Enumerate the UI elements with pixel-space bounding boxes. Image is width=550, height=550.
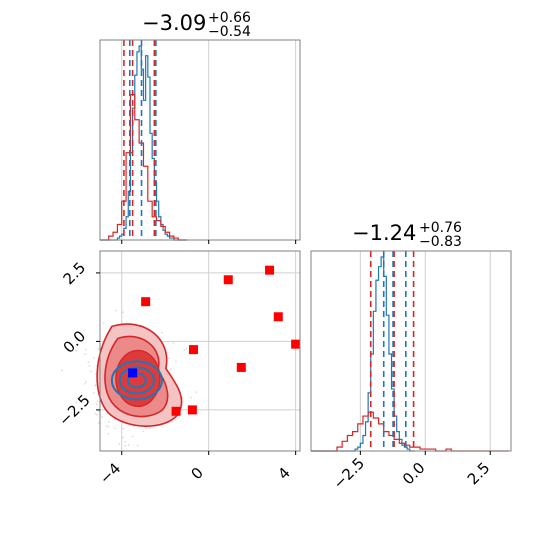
scatter-background-point [98, 410, 100, 413]
scatter-background-point [172, 341, 175, 344]
scatter-ytick-label: −2.5 [55, 391, 93, 429]
scatter-background-point [97, 421, 100, 424]
marker-blue [128, 368, 138, 378]
scatter-background-point [85, 380, 87, 383]
scatter-background-point [94, 412, 97, 415]
title-bottom-right-value: −1.24 [352, 221, 416, 245]
scatter-background-point [96, 400, 99, 403]
scatter-background-point [142, 430, 145, 432]
scatter-background-point [124, 444, 126, 447]
title-top-left-minus: −0.54 [208, 24, 251, 40]
scatter-background-point [167, 357, 170, 360]
contour-blue-middle [118, 366, 155, 395]
top-left-frame [99, 39, 301, 241]
scatter-background-point [185, 347, 188, 350]
scatter-background-point [105, 425, 108, 427]
scatter-background-point [122, 311, 125, 314]
scatter-background-point [107, 433, 110, 435]
scatter-background-point [132, 425, 135, 428]
scatter-background-point [95, 403, 98, 405]
scatter-background-point [107, 425, 110, 428]
scatter-background-point [92, 392, 95, 394]
scatter-xtick-label: 4 [274, 464, 293, 483]
scatter-background-point [75, 401, 78, 404]
scatter-xtick-label: −4 [96, 459, 124, 487]
marker-red [291, 339, 301, 349]
scatter-background-point [127, 444, 130, 447]
marker-red [141, 297, 151, 307]
title-top-left-value: −3.09 [142, 11, 206, 35]
scatter-background-point [190, 396, 192, 399]
scatter-background-point [148, 427, 151, 429]
marker-red [223, 275, 233, 285]
scatter-background-point [82, 336, 84, 339]
scatter-background-point [131, 435, 134, 438]
scatter-ytick-label: 0.0 [60, 327, 90, 357]
scatter-background-point [122, 436, 125, 439]
scatter-background-point [90, 370, 92, 373]
scatter-background-point [136, 444, 139, 447]
marker-red [236, 362, 246, 372]
scatter-background-point [92, 357, 95, 359]
title-top-left: −3.09 [142, 11, 206, 35]
marker-red [187, 405, 197, 415]
scatter-background-point [84, 348, 87, 351]
title-top-left-plus: +0.66 [208, 10, 251, 26]
marker-red [188, 345, 198, 355]
marker-red [171, 406, 181, 416]
scatter-background-point [88, 365, 91, 367]
scatter-background-point [96, 413, 98, 416]
top-left-hist-red [100, 93, 187, 241]
scatter-background-point [102, 322, 105, 325]
scatter-background-point [118, 443, 121, 445]
scatter-background-point [122, 427, 125, 430]
scatter-background-point [94, 384, 97, 387]
scatter-background-point [113, 427, 116, 430]
bottom-right-hist-red [311, 411, 509, 452]
scatter-background-point [175, 360, 177, 363]
scatter-background-point [87, 361, 90, 364]
marker-red [273, 312, 283, 322]
scatter-background-point [84, 352, 86, 355]
bottom-right-xtick-label: −2.5 [330, 454, 368, 492]
scatter-background-point [107, 420, 110, 423]
bottom-right-frame [310, 250, 512, 452]
scatter-background-point [83, 382, 86, 385]
title-bottom-right-plus: +0.76 [419, 220, 462, 236]
scatter-frame [99, 250, 301, 452]
title-bottom-right-minus: −0.83 [419, 234, 462, 250]
marker-red [265, 265, 275, 275]
scatter-background-point [61, 369, 63, 372]
scatter-background-point [97, 347, 100, 350]
contour-blue-outer [110, 360, 163, 401]
scatter-background-point [124, 440, 127, 443]
top-left-hist-blue [100, 45, 187, 241]
bottom-right-xtick-label: 2.5 [464, 459, 494, 489]
scatter-background-point [145, 427, 148, 430]
scatter-background-point [195, 391, 198, 394]
scatter-xtick-label: 0 [187, 464, 206, 483]
scatter-background-point [171, 421, 174, 423]
bottom-right-xtick-label: 0.0 [399, 459, 429, 489]
scatter-background-point [75, 349, 78, 352]
scatter-background-point [183, 349, 186, 352]
title-bottom-right: −1.24 [352, 221, 416, 245]
scatter-background-point [169, 368, 172, 371]
scatter-ytick-label: 2.5 [60, 259, 90, 289]
scatter-background-point [101, 416, 104, 418]
scatter-background-point [113, 418, 116, 421]
scatter-background-point [114, 309, 117, 312]
scatter-background-point [161, 331, 163, 334]
